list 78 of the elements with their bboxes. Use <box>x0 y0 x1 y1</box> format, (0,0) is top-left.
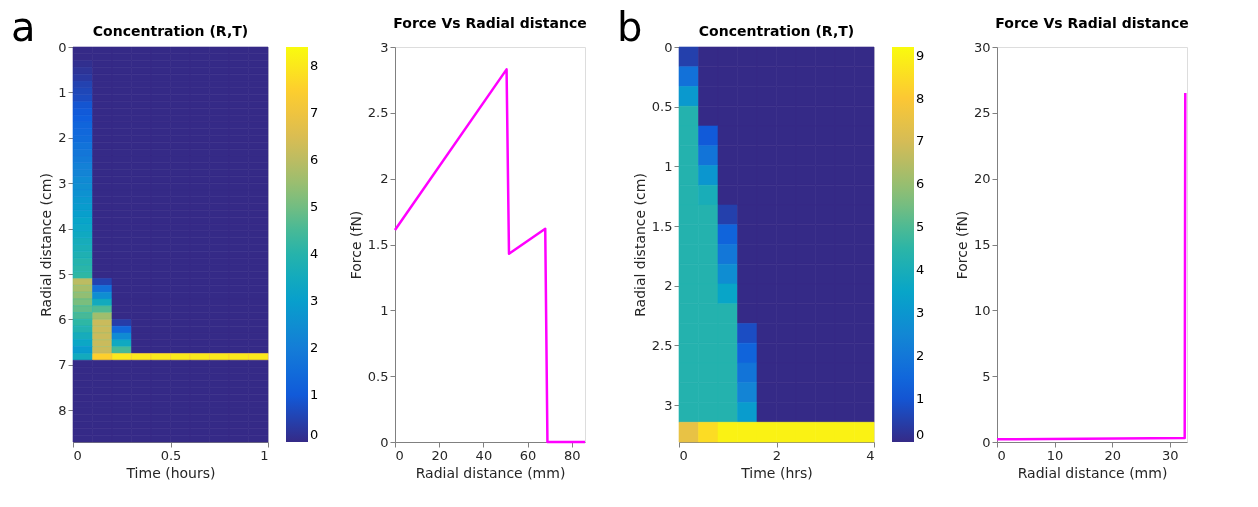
color-bar-label: 5 <box>310 198 319 214</box>
color-bar-label: 7 <box>310 104 319 120</box>
text: b <box>617 4 643 50</box>
y-tick-label: 2 <box>58 130 67 146</box>
x-tick-label: 4 <box>866 447 875 463</box>
color-bar-label: 6 <box>310 151 319 167</box>
x-tick-label: 0 <box>997 447 1006 463</box>
x-axis-title: Radial distance (mm) <box>415 464 566 481</box>
y-tick-label: 2 <box>664 278 673 294</box>
x-tick-label: 20 <box>431 447 448 463</box>
y-tick-label: 3 <box>664 397 673 413</box>
text: a <box>11 4 36 50</box>
y-axis-title: Radial distance (cm) <box>38 173 55 317</box>
x-axis-title: Radial distance (mm) <box>1017 464 1168 481</box>
y-tick-label: 3 <box>380 39 389 55</box>
x-tick-label: 40 <box>475 447 493 463</box>
chart-title: Concentration (R,T) <box>698 23 855 39</box>
chart-title: Concentration (R,T) <box>92 23 249 39</box>
x-axis-title: Time (hrs) <box>740 464 813 481</box>
y-tick-label: 1.5 <box>367 237 389 252</box>
color-bar-label: 0 <box>916 427 925 442</box>
chart-title: Force Vs Radial distance <box>995 15 1189 31</box>
y-tick-label: 30 <box>973 39 991 55</box>
y-axis-title: Radial distance (cm) <box>631 173 648 317</box>
y-tick-label: 1 <box>58 84 67 100</box>
y-tick-label: 2 <box>380 171 389 187</box>
x-tick-label: 0.5 <box>160 447 182 463</box>
x-tick-label: 60 <box>519 447 537 463</box>
y-tick-label: 4 <box>58 221 67 237</box>
color-bar-label: 0 <box>310 427 319 442</box>
color-bar-label: 8 <box>916 90 925 106</box>
y-tick-label: 7 <box>58 357 67 373</box>
color-bar-label: 7 <box>916 133 925 149</box>
x-tick-label: 80 <box>563 447 581 463</box>
x-tick-label: 0 <box>395 447 404 463</box>
y-tick-label: 10 <box>973 302 991 318</box>
color-bar-label: 2 <box>916 348 925 364</box>
color-bar-label: 9 <box>916 47 925 63</box>
x-tick-label: 0 <box>73 447 82 463</box>
x-tick-label: 2 <box>772 447 782 463</box>
y-tick-label: 5 <box>982 368 991 384</box>
color-bar-label: 4 <box>310 245 319 261</box>
y-tick-label: 0 <box>664 39 673 55</box>
y-tick-label: 3 <box>58 175 67 191</box>
y-tick-label: 20 <box>973 171 991 187</box>
color-bar-label: 3 <box>916 305 925 321</box>
x-tick-label: 1 <box>260 447 269 463</box>
y-tick-label: 0 <box>58 39 67 55</box>
color-bar-label: 1 <box>916 391 925 407</box>
chart-title: Force Vs Radial distance <box>393 15 587 31</box>
y-tick-label: 0.5 <box>367 368 389 384</box>
x-tick-label: 0 <box>679 447 688 463</box>
y-tick-label: 5 <box>58 266 67 282</box>
color-bar-label: 2 <box>310 339 319 355</box>
color-bar-label: 6 <box>916 176 925 192</box>
x-axis-title: Time (hours) <box>125 464 216 481</box>
color-bar-label: 5 <box>916 219 925 235</box>
y-tick-label: 1 <box>664 158 673 174</box>
y-tick-label: 0 <box>380 434 389 450</box>
y-tick-label: 1.5 <box>651 218 673 234</box>
color-bar-label: 3 <box>310 292 319 308</box>
y-tick-label: 2.5 <box>651 337 673 353</box>
y-tick-label: 0.5 <box>651 99 673 115</box>
color-bar-label: 8 <box>310 57 319 73</box>
y-tick-label: 8 <box>58 402 67 418</box>
y-tick-label: 2.5 <box>367 105 389 121</box>
y-axis-title: Force (fN) <box>347 210 364 280</box>
y-tick-label: 6 <box>58 311 67 327</box>
color-bar-label: 1 <box>310 386 319 402</box>
x-tick-label: 10 <box>1046 447 1064 463</box>
y-axis-title: Force (fN) <box>953 210 970 280</box>
y-tick-label: 1 <box>380 302 389 318</box>
x-tick-label: 30 <box>1161 447 1179 463</box>
x-tick-label: 20 <box>1104 447 1121 463</box>
y-tick-label: 25 <box>973 105 991 121</box>
y-tick-label: 15 <box>973 237 991 252</box>
y-tick-label: 0 <box>982 434 991 450</box>
color-bar-label: 4 <box>916 262 925 278</box>
